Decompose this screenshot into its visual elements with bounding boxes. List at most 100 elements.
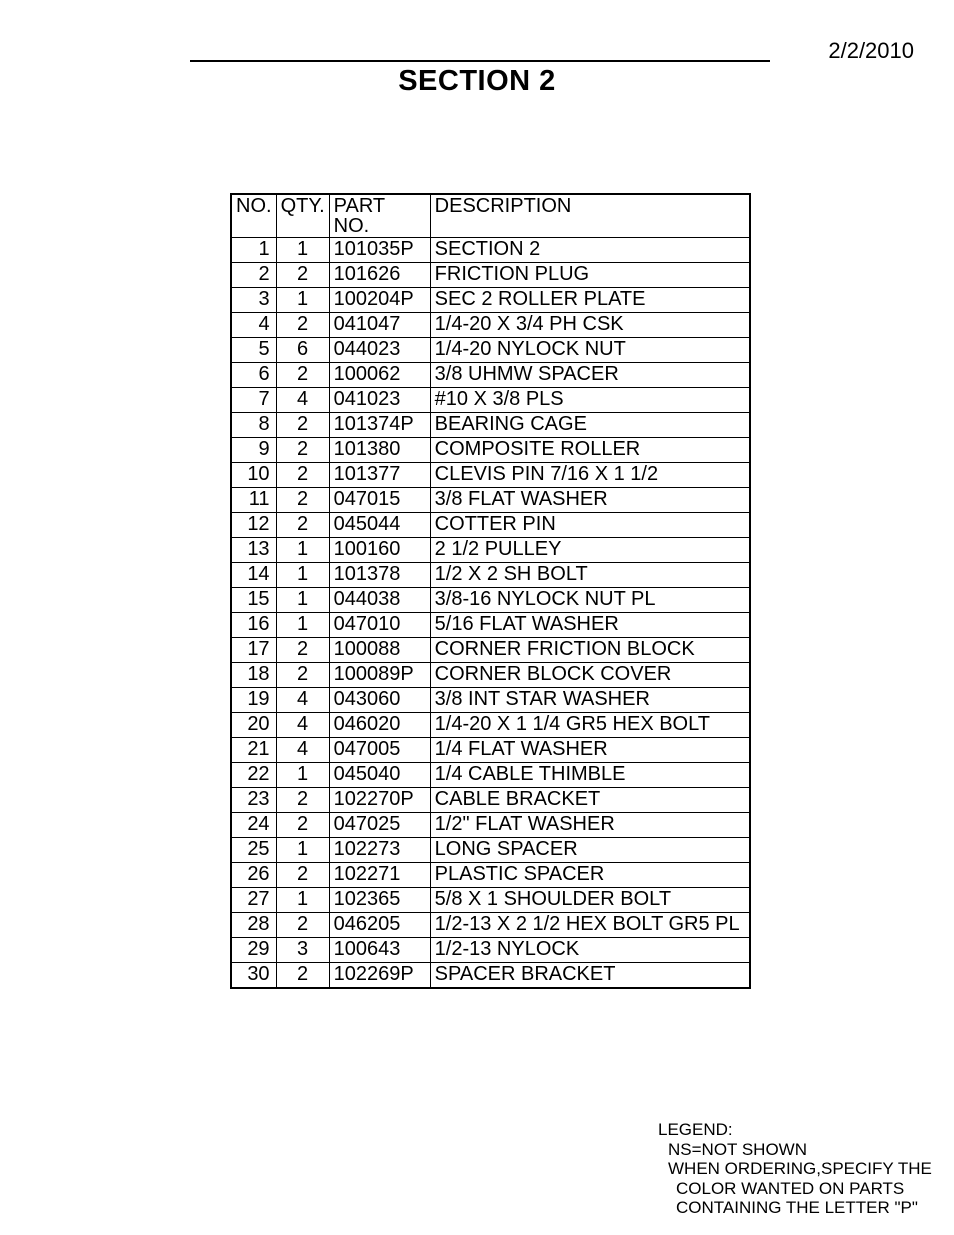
cell-part: 044023: [329, 338, 430, 363]
cell-desc: 1/2-13 NYLOCK: [430, 938, 749, 963]
cell-desc: 1/4 CABLE THIMBLE: [430, 763, 749, 788]
cell-part: 100643: [329, 938, 430, 963]
cell-qty: 4: [276, 688, 329, 713]
cell-part: 102270P: [329, 788, 430, 813]
page-date: 2/2/2010: [828, 38, 914, 64]
cell-desc: 2 1/2 PULLEY: [430, 538, 749, 563]
cell-desc: SEC 2 ROLLER PLATE: [430, 288, 749, 313]
cell-qty: 4: [276, 713, 329, 738]
cell-part: 100160: [329, 538, 430, 563]
cell-qty: 1: [276, 613, 329, 638]
table-row: 621000623/8 UHMW SPACER: [232, 363, 750, 388]
cell-part: 047010: [329, 613, 430, 638]
cell-part: 041047: [329, 313, 430, 338]
page-title: SECTION 2: [0, 65, 954, 98]
table-row: 560440231/4-20 NYLOCK NUT: [232, 338, 750, 363]
table-row: 1510440383/8-16 NYLOCK NUT PL: [232, 588, 750, 613]
parts-table-wrap: NO. QTY. PART NO. DESCRIPTION 11101035PS…: [230, 193, 751, 989]
table-row: 251102273LONG SPACER: [232, 838, 750, 863]
cell-desc: 3/8 UHMW SPACER: [430, 363, 749, 388]
cell-part: 100204P: [329, 288, 430, 313]
cell-qty: 2: [276, 963, 329, 988]
table-row: 302102269PSPACER BRACKET: [232, 963, 750, 988]
cell-desc: 3/8 INT STAR WASHER: [430, 688, 749, 713]
cell-no: 19: [232, 688, 277, 713]
cell-desc: 3/8 FLAT WASHER: [430, 488, 749, 513]
cell-qty: 1: [276, 838, 329, 863]
cell-no: 8: [232, 413, 277, 438]
table-row: 122045044COTTER PIN: [232, 513, 750, 538]
cell-no: 11: [232, 488, 277, 513]
table-row: 74041023#10 X 3/8 PLS: [232, 388, 750, 413]
cell-qty: 1: [276, 288, 329, 313]
cell-part: 047005: [329, 738, 430, 763]
cell-no: 28: [232, 913, 277, 938]
cell-part: 102269P: [329, 963, 430, 988]
cell-desc: CABLE BRACKET: [430, 788, 749, 813]
cell-no: 22: [232, 763, 277, 788]
cell-qty: 2: [276, 363, 329, 388]
cell-qty: 2: [276, 413, 329, 438]
cell-part: 102273: [329, 838, 430, 863]
cell-no: 18: [232, 663, 277, 688]
cell-no: 3: [232, 288, 277, 313]
cell-part: 101626: [329, 263, 430, 288]
legend-line: NS=NOT SHOWN: [668, 1140, 932, 1160]
cell-qty: 3: [276, 938, 329, 963]
cell-desc: 1/2 X 2 SH BOLT: [430, 563, 749, 588]
table-row: 2711023655/8 X 1 SHOULDER BOLT: [232, 888, 750, 913]
cell-qty: 2: [276, 513, 329, 538]
cell-part: 045040: [329, 763, 430, 788]
table-row: 172100088CORNER FRICTION BLOCK: [232, 638, 750, 663]
cell-qty: 1: [276, 588, 329, 613]
cell-part: 047015: [329, 488, 430, 513]
table-row: 82101374PBEARING CAGE: [232, 413, 750, 438]
cell-desc: COMPOSITE ROLLER: [430, 438, 749, 463]
legend-line: CONTAINING THE LETTER "P": [676, 1198, 932, 1218]
table-row: 11101035PSECTION 2: [232, 238, 750, 263]
cell-no: 4: [232, 313, 277, 338]
table-row: 2210450401/4 CABLE THIMBLE: [232, 763, 750, 788]
legend-line: WHEN ORDERING,SPECIFY THE: [668, 1159, 932, 1179]
cell-qty: 2: [276, 863, 329, 888]
cell-desc: SECTION 2: [430, 238, 749, 263]
cell-no: 2: [232, 263, 277, 288]
cell-desc: 1/4-20 X 1 1/4 GR5 HEX BOLT: [430, 713, 749, 738]
table-row: 2040460201/4-20 X 1 1/4 GR5 HEX BOLT: [232, 713, 750, 738]
cell-no: 25: [232, 838, 277, 863]
cell-desc: 1/4-20 X 3/4 PH CSK: [430, 313, 749, 338]
cell-qty: 1: [276, 763, 329, 788]
cell-part: 047025: [329, 813, 430, 838]
table-row: 1120470153/8 FLAT WASHER: [232, 488, 750, 513]
cell-desc: 1/4-20 NYLOCK NUT: [430, 338, 749, 363]
table-row: 31100204PSEC 2 ROLLER PLATE: [232, 288, 750, 313]
cell-part: 101378: [329, 563, 430, 588]
cell-desc: LONG SPACER: [430, 838, 749, 863]
cell-desc: FRICTION PLUG: [430, 263, 749, 288]
cell-desc: BEARING CAGE: [430, 413, 749, 438]
header-rule: [190, 60, 770, 62]
table-row: 1411013781/2 X 2 SH BOLT: [232, 563, 750, 588]
parts-table: NO. QTY. PART NO. DESCRIPTION 11101035PS…: [231, 194, 750, 988]
cell-no: 15: [232, 588, 277, 613]
cell-no: 10: [232, 463, 277, 488]
cell-qty: 2: [276, 463, 329, 488]
cell-qty: 2: [276, 663, 329, 688]
legend-line: COLOR WANTED ON PARTS: [676, 1179, 932, 1199]
cell-part: 100088: [329, 638, 430, 663]
parts-table-body: 11101035PSECTION 222101626FRICTION PLUG3…: [232, 238, 750, 988]
cell-part: 101380: [329, 438, 430, 463]
table-row: 102101377CLEVIS PIN 7/16 X 1 1/2: [232, 463, 750, 488]
cell-part: 101374P: [329, 413, 430, 438]
table-row: 420410471/4-20 X 3/4 PH CSK: [232, 313, 750, 338]
cell-no: 7: [232, 388, 277, 413]
cell-part: 100089P: [329, 663, 430, 688]
cell-no: 14: [232, 563, 277, 588]
table-row: 1610470105/16 FLAT WASHER: [232, 613, 750, 638]
table-row: 182100089PCORNER BLOCK COVER: [232, 663, 750, 688]
cell-no: 16: [232, 613, 277, 638]
cell-desc: CORNER BLOCK COVER: [430, 663, 749, 688]
cell-no: 5: [232, 338, 277, 363]
cell-qty: 1: [276, 563, 329, 588]
cell-qty: 2: [276, 913, 329, 938]
